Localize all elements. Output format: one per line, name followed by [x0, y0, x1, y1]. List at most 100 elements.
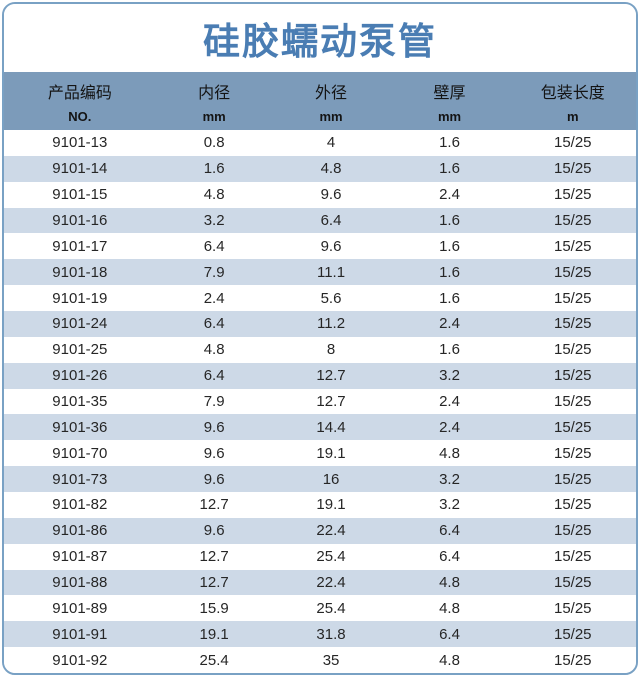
cell-outer-diameter: 22.4 [316, 522, 346, 540]
cell-outer-diameter: 14.4 [316, 418, 346, 436]
cell-outer-diameter: 31.8 [316, 625, 346, 643]
cell-package-length: 15/25 [553, 212, 592, 229]
table-row: 9101-17 6.4 9.6 1.6 15/25 [4, 233, 636, 260]
cell-outer-diameter: 19.1 [316, 496, 346, 514]
cell-wall-thickness: 1.6 [439, 134, 460, 152]
cell-wall-thickness: 2.4 [439, 393, 460, 411]
cell-outer-diameter: 19.1 [316, 444, 346, 462]
cell-inner-diameter: 7.9 [203, 393, 225, 411]
cell-product-code: 9101-88 [52, 574, 108, 592]
cell-outer-diameter: 16 [322, 470, 340, 488]
table-row: 9101-15 4.8 9.6 2.4 15/25 [4, 181, 636, 208]
cell-inner-diameter: 15.9 [199, 599, 229, 617]
page-title: 硅胶蠕动泵管 [203, 21, 437, 62]
cell-inner-diameter: 6.4 [203, 237, 225, 255]
table-row: 9101-86 9.6 22.4 6.4 15/25 [4, 517, 636, 544]
cell-package-length: 15/25 [553, 393, 592, 411]
cell-outer-diameter: 4.8 [320, 160, 342, 178]
table-row: 9101-87 12.7 25.4 6.4 15/25 [4, 543, 636, 570]
header-label-inner-diameter: 内径 [198, 84, 231, 102]
header-labels-row: 产品编码 内径 外径 壁厚 包装长度 [4, 73, 636, 107]
cell-product-code: 9101-86 [52, 522, 108, 540]
table-row: 9101-35 7.9 12.7 2.4 15/25 [4, 388, 636, 415]
cell-package-length: 15/25 [553, 470, 592, 488]
cell-outer-diameter: 22.4 [316, 574, 346, 592]
cell-wall-thickness: 1.6 [439, 341, 460, 359]
cell-inner-diameter: 9.6 [203, 418, 225, 436]
cell-product-code: 9101-25 [52, 341, 108, 359]
table-row: 9101-88 12.7 22.4 4.8 15/25 [4, 569, 636, 596]
cell-outer-diameter: 11.1 [316, 263, 346, 281]
cell-inner-diameter: 12.7 [199, 548, 229, 566]
cell-wall-thickness: 6.4 [439, 548, 460, 566]
header-unit-package-length: m [566, 108, 579, 124]
cell-outer-diameter: 5.6 [320, 289, 342, 307]
table-row: 9101-36 9.6 14.4 2.4 15/25 [4, 414, 636, 441]
cell-package-length: 15/25 [553, 186, 592, 204]
cell-wall-thickness: 6.4 [439, 522, 460, 540]
cell-package-length: 15/25 [553, 263, 592, 281]
cell-wall-thickness: 1.6 [439, 237, 460, 255]
header-label-wall-thickness: 壁厚 [433, 84, 466, 102]
cell-inner-diameter: 9.6 [203, 444, 225, 462]
cell-inner-diameter: 9.6 [203, 522, 225, 540]
cell-wall-thickness: 1.6 [439, 289, 460, 307]
cell-wall-thickness: 2.4 [439, 315, 460, 333]
cell-inner-diameter: 3.2 [203, 212, 225, 229]
cell-wall-thickness: 3.2 [439, 496, 460, 514]
cell-inner-diameter: 12.7 [199, 496, 229, 514]
header-units-row: NO. mm mm mm m [4, 107, 636, 130]
cell-package-length: 15/25 [553, 289, 592, 307]
cell-product-code: 9101-73 [52, 470, 108, 488]
cell-product-code: 9101-19 [52, 289, 108, 307]
cell-wall-thickness: 4.8 [439, 599, 460, 617]
cell-inner-diameter: 12.7 [199, 574, 229, 592]
header-unit-inner-diameter: mm [202, 108, 226, 124]
table-row: 9101-89 15.9 25.4 4.8 15/25 [4, 595, 636, 622]
cell-product-code: 9101-24 [52, 315, 108, 333]
header-unit-outer-diameter: mm [319, 108, 343, 124]
header-unit-wall-thickness: mm [437, 108, 462, 124]
cell-product-code: 9101-89 [52, 599, 108, 617]
cell-product-code: 9101-82 [52, 496, 108, 514]
header-label-outer-diameter: 外径 [315, 84, 348, 102]
cell-product-code: 9101-13 [52, 134, 108, 152]
cell-inner-diameter: 6.4 [203, 315, 225, 333]
cell-outer-diameter: 9.6 [320, 237, 342, 255]
cell-outer-diameter: 4 [326, 134, 336, 152]
cell-outer-diameter: 6.4 [320, 212, 342, 229]
cell-package-length: 15/25 [553, 237, 592, 255]
cell-product-code: 9101-18 [52, 263, 108, 281]
cell-product-code: 9101-70 [52, 444, 108, 462]
cell-package-length: 15/25 [553, 134, 592, 152]
table-header: 产品编码 内径 外径 壁厚 包装长度 NO. mm mm mm m [4, 72, 636, 130]
cell-wall-thickness: 4.8 [439, 574, 460, 592]
cell-outer-diameter: 25.4 [316, 599, 346, 617]
header-unit-product-code: NO. [68, 108, 92, 124]
cell-inner-diameter: 2.4 [203, 289, 225, 307]
cell-package-length: 15/25 [553, 522, 592, 540]
cell-product-code: 9101-14 [52, 160, 108, 178]
cell-inner-diameter: 0.8 [203, 134, 225, 152]
cell-package-length: 15/25 [553, 418, 592, 436]
cell-outer-diameter: 8 [326, 341, 336, 359]
cell-inner-diameter: 1.6 [203, 160, 225, 178]
cell-package-length: 15/25 [553, 651, 592, 669]
cell-wall-thickness: 6.4 [439, 625, 460, 643]
table-row: 9101-16 3.2 6.4 1.6 15/25 [4, 207, 636, 234]
cell-wall-thickness: 1.6 [439, 263, 460, 281]
table-row: 9101-14 1.6 4.8 1.6 15/25 [4, 155, 636, 182]
cell-wall-thickness: 3.2 [439, 367, 460, 385]
cell-product-code: 9101-91 [52, 625, 108, 643]
cell-outer-diameter: 9.6 [320, 186, 342, 204]
cell-wall-thickness: 2.4 [439, 418, 460, 436]
cell-package-length: 15/25 [553, 315, 592, 333]
cell-package-length: 15/25 [553, 496, 592, 514]
table-row: 9101-19 2.4 5.6 1.6 15/25 [4, 285, 636, 312]
table-body: 9101-13 0.8 4 1.6 15/25 9101-14 1.6 4.8 1.6 15/25… [4, 130, 636, 673]
cell-package-length: 15/25 [553, 548, 592, 566]
table-row: 9101-82 12.7 19.1 3.2 15/25 [4, 492, 636, 518]
cell-product-code: 9101-26 [52, 367, 108, 385]
cell-outer-diameter: 11.2 [316, 315, 346, 333]
